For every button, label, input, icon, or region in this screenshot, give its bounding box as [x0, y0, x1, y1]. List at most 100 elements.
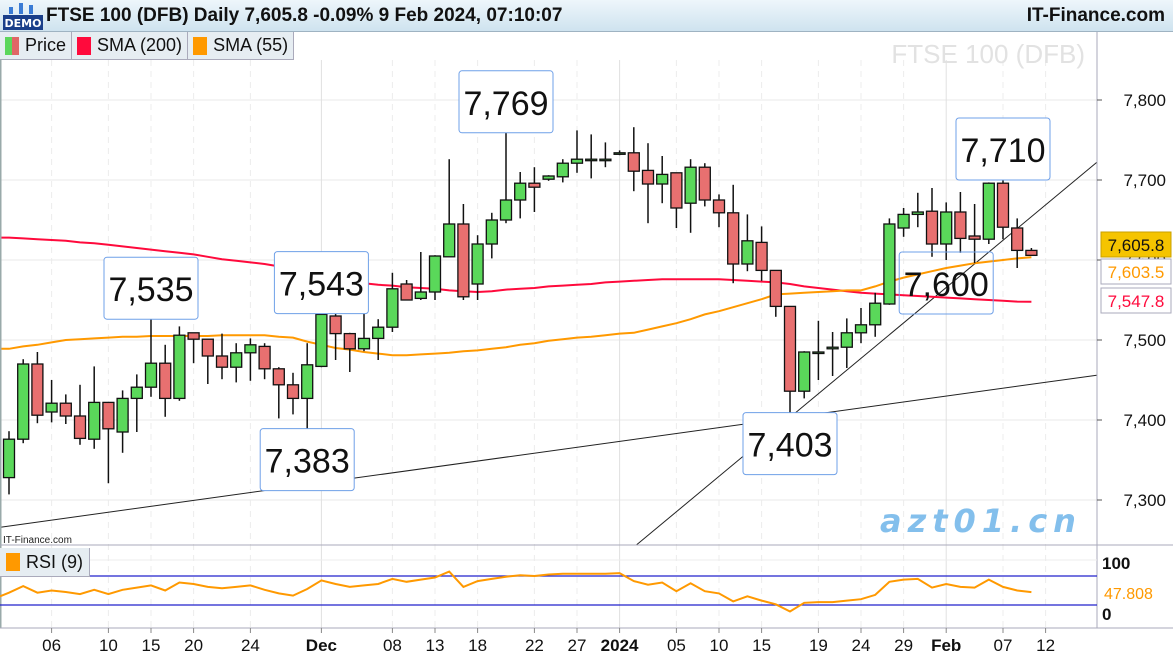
legend-item-sma55[interactable]: SMA (55)	[188, 32, 293, 59]
candle	[428, 255, 442, 300]
candle	[88, 366, 101, 449]
legend-item-sma200[interactable]: SMA (200)	[72, 32, 189, 59]
demo-chart-icon: DEMO	[3, 3, 43, 30]
x-tick-label: Feb	[931, 636, 961, 655]
candle-body-down	[627, 152, 640, 172]
price-value-badge	[1100, 231, 1172, 258]
x-tick-label: 10	[710, 636, 729, 655]
candle	[925, 188, 939, 257]
trendlines	[0, 162, 1098, 546]
legend-item-rsi[interactable]: RSI (9)	[0, 548, 91, 577]
candle	[613, 150, 626, 156]
candle	[684, 159, 697, 233]
candle	[854, 308, 868, 344]
candle-body-up	[144, 362, 158, 388]
candle	[144, 311, 158, 397]
candle-body-up	[372, 326, 385, 340]
sma55-value-badge	[1100, 258, 1172, 285]
candle	[556, 159, 569, 183]
time-axis: 06 10 15 20 24 Dec 08 13 18 22 27 2024 05 10 15 19 24 29 F…	[42, 628, 1055, 655]
x-tick-label: 2024	[601, 636, 639, 655]
candle	[698, 163, 711, 207]
candle-body-up	[982, 182, 995, 240]
candle	[315, 305, 328, 368]
candle-body-up	[499, 199, 513, 221]
candle-body-down	[457, 223, 470, 298]
candle	[59, 394, 72, 424]
candle	[1011, 218, 1024, 268]
candle	[130, 374, 143, 432]
moving-averages	[0, 236, 1032, 357]
price-label: 7,543	[273, 251, 369, 315]
x-tick-label: 19	[809, 636, 828, 655]
x-tick-label: 15	[752, 636, 771, 655]
candle-body-down	[755, 241, 768, 272]
candle	[102, 401, 115, 484]
candle	[627, 127, 640, 192]
candle	[769, 269, 782, 317]
candle-body-up	[741, 240, 754, 265]
candle-body-down	[712, 199, 726, 214]
candle	[783, 305, 797, 418]
x-tick-label: Dec	[306, 636, 337, 655]
candle	[570, 130, 584, 173]
candle	[343, 332, 356, 372]
candle	[187, 332, 200, 364]
candle-body-down	[329, 315, 342, 335]
site-name[interactable]: IT-Finance.com	[1026, 5, 1165, 26]
candle-body-up	[414, 291, 427, 300]
y-tick-label: 7,700	[1123, 171, 1166, 190]
y-tick-label: 7,500	[1123, 331, 1166, 350]
sma200-value-badge	[1100, 287, 1172, 314]
rsi-line	[0, 570, 1032, 613]
candle-body-down	[641, 169, 655, 185]
candle-body-up	[130, 386, 143, 400]
candle	[258, 343, 271, 380]
legend-label: SMA (200)	[97, 35, 183, 55]
candle-body-down	[73, 415, 87, 440]
candle	[372, 319, 385, 360]
price-swatch-icon	[5, 36, 19, 55]
candle	[1025, 248, 1038, 257]
candle	[641, 143, 655, 224]
x-tick-label: 15	[142, 636, 161, 655]
legend-item-price[interactable]: Price	[0, 32, 73, 59]
chart-title: FTSE 100 (DFB) Daily 7,605.8 -0.09% 9 Fe…	[46, 5, 563, 26]
candle-body-up	[471, 243, 484, 285]
candle-body-up	[812, 351, 825, 355]
price-label: 7,403	[742, 412, 838, 476]
price-label-box	[259, 428, 355, 492]
candle	[670, 172, 683, 228]
candle	[514, 172, 527, 219]
candle-body-down	[1011, 227, 1024, 252]
candle-body-down	[727, 212, 740, 265]
candle	[712, 194, 726, 228]
price-label: 7,535	[103, 256, 199, 320]
candle-body-up	[656, 173, 669, 185]
candle-body-up	[798, 351, 811, 392]
legend: Price SMA (200) SMA (55)	[0, 32, 295, 60]
candle-body-up	[428, 255, 442, 293]
candle	[230, 343, 243, 383]
y-tick-label: 7,800	[1123, 91, 1166, 110]
candle	[883, 218, 896, 305]
candle-body-up	[854, 324, 868, 334]
candle-body-down	[187, 332, 200, 340]
candle	[400, 280, 413, 301]
sma200-line	[0, 236, 1032, 303]
candle-body-up	[2, 438, 16, 479]
candle-body-down	[343, 332, 356, 350]
candle-body-up	[869, 302, 882, 326]
price-label: 7,383	[259, 428, 355, 492]
x-tick-label: 27	[568, 636, 587, 655]
candle	[585, 134, 598, 179]
candle	[272, 367, 285, 419]
candle	[812, 320, 825, 380]
candle	[727, 184, 740, 284]
candle-body-up	[585, 158, 598, 162]
candle	[755, 226, 768, 281]
candle	[741, 214, 754, 272]
candle-body-up	[230, 352, 243, 368]
candle-body-up	[88, 401, 101, 440]
